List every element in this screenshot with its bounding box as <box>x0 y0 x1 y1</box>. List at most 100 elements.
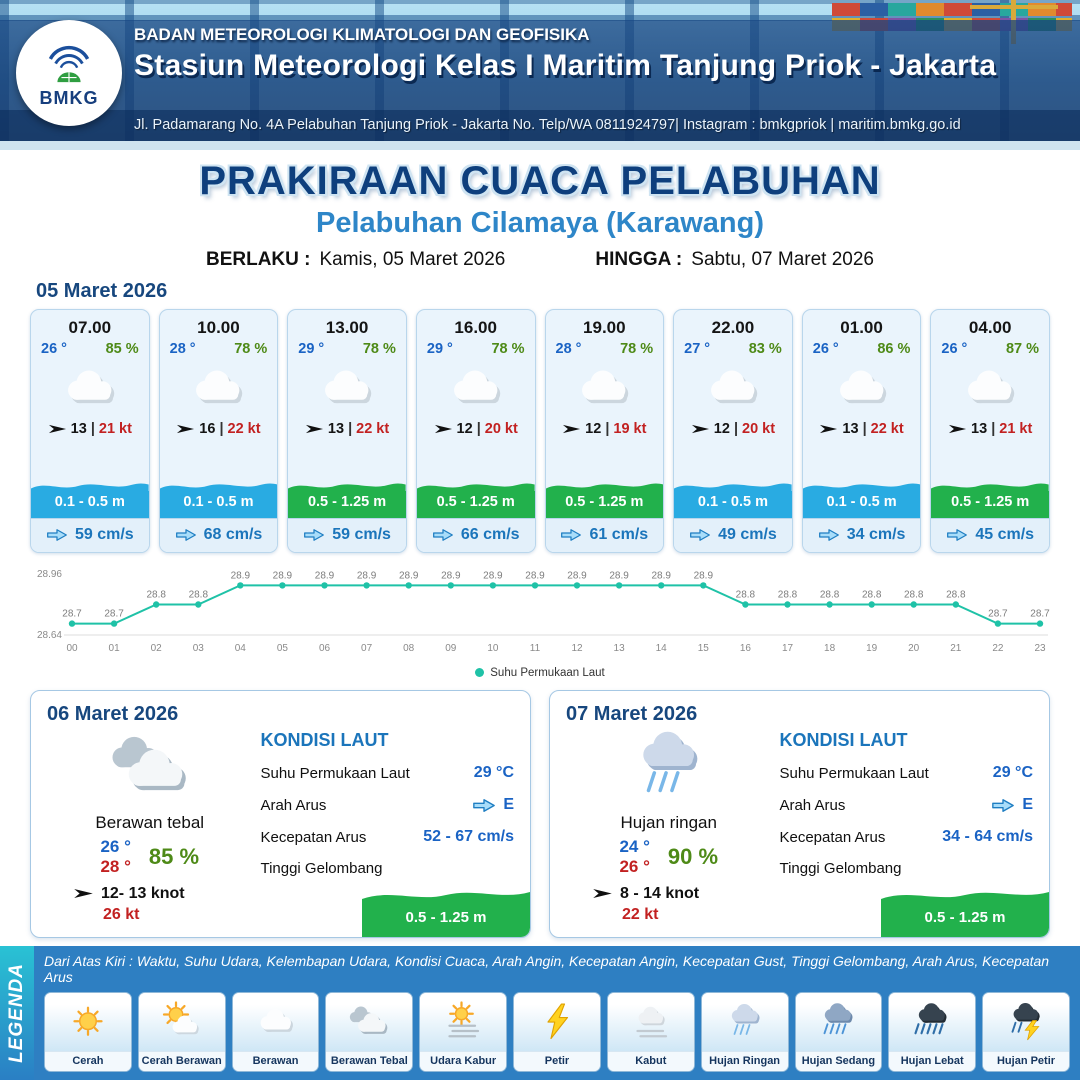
current-direction-icon <box>991 798 1015 813</box>
wave-height-row: Tinggi Gelombang <box>779 860 1033 877</box>
legend-item-label: Udara Kabur <box>420 1051 507 1071</box>
temp-humidity-row: 26 ° 86 % <box>803 341 921 357</box>
wind-info: 13 | 21 kt <box>31 421 149 441</box>
forecast-time: 13.00 <box>325 318 369 337</box>
svg-text:21: 21 <box>950 643 962 654</box>
weather-icon <box>326 993 413 1051</box>
wave-height-fill: 0.5 - 1.25 m <box>362 903 530 937</box>
current-direction-value: E <box>472 796 514 814</box>
current-info: 68 cm/s <box>159 518 278 552</box>
wave-shape <box>881 892 1049 903</box>
current-speed-row: Kecepatan Arus 52 - 67 cm/s <box>260 828 514 846</box>
svg-text:28.7: 28.7 <box>62 609 82 620</box>
wave-height-fill: 0.1 - 0.5 m <box>674 491 792 518</box>
legend-item: Kabut <box>606 992 695 1072</box>
wind-speed: 13 <box>842 421 859 437</box>
svg-text:06: 06 <box>319 643 331 654</box>
svg-text:11: 11 <box>530 643 541 654</box>
wind-direction-icon <box>73 887 94 900</box>
wave-height-fill: 0.5 - 1.25 m <box>545 491 664 518</box>
wave-height-value: 0.5 - 1.25 m <box>924 909 1006 926</box>
divider: | <box>219 421 224 437</box>
current-speed-row: Kecepatan Arus 34 - 64 cm/s <box>779 828 1033 846</box>
sst-label: Suhu Permukaan Laut <box>260 764 410 782</box>
wave-height-band: 0.5 - 1.25 m <box>288 478 406 518</box>
wave-height-fill: 0.1 - 0.5 m <box>159 491 278 518</box>
weather-icon <box>611 726 727 813</box>
hourly-forecast-card: 10.00 28 ° 78 % 16 | 22 kt 0.1 - 0.5 m <box>158 309 279 553</box>
current-direction-icon <box>818 528 840 542</box>
humidity: 78 % <box>362 341 396 357</box>
weather-icon <box>92 726 208 813</box>
svg-text:00: 00 <box>66 643 78 654</box>
svg-text:22: 22 <box>992 643 1004 654</box>
header-banner: BMKG BADAN METEOROLOGI KLIMATOLOGI DAN G… <box>0 0 1080 150</box>
wave-height-fill: 0.5 - 1.25 m <box>416 491 535 518</box>
wind-speed: 12 <box>456 421 473 437</box>
wave-shape <box>362 892 530 903</box>
svg-text:07: 07 <box>361 643 373 654</box>
wind-info: 12 | 19 kt <box>546 421 664 441</box>
forecast-time: 10.00 <box>197 318 240 337</box>
wave-height-fill: 0.1 - 0.5 m <box>802 491 921 518</box>
hourly-forecast-card: 19.00 28 ° 78 % 12 | 19 kt 0.5 - 1.25 m <box>544 309 665 553</box>
hourly-forecast-row: 07.00 26 ° 85 % 13 | 21 kt 0.1 - 0.5 m <box>0 309 1080 553</box>
svg-text:04: 04 <box>235 643 247 654</box>
svg-text:20: 20 <box>908 643 920 654</box>
current-info: 49 cm/s <box>674 518 792 552</box>
chart-legend-label: Suhu Permukaan Laut <box>490 666 605 679</box>
current-direction-icon <box>472 798 496 813</box>
weather-icon <box>288 357 406 421</box>
current-speed-value: 52 - 67 cm/s <box>423 828 514 845</box>
humidity: 78 % <box>491 341 525 357</box>
weather-icon <box>514 993 600 1051</box>
wind-gust: 26 kt <box>103 905 140 923</box>
weather-icon <box>803 357 921 421</box>
humidity: 85 % <box>148 844 200 870</box>
daily-columns: Berawan tebal 26 ° 28 ° 85 % 12- 13 knot… <box>47 726 514 923</box>
sea-conditions-heading: KONDISI LAUT <box>779 730 908 750</box>
forecast-time: 01.00 <box>840 318 883 337</box>
header-text: BADAN METEOROLOGI KLIMATOLOGI DAN GEOFIS… <box>134 25 1070 83</box>
humidity: 86 % <box>877 341 911 357</box>
current-direction-text: E <box>1022 796 1033 813</box>
daily-forecast-row: 06 Maret 2026 Berawan tebal 26 ° 28 ° 85… <box>0 680 1080 938</box>
wind-speed: 13 <box>327 421 345 437</box>
divider: | <box>90 421 95 437</box>
legend-item: Hujan Sedang <box>794 992 883 1072</box>
wind-info: 13 | 22 kt <box>803 421 921 441</box>
temp-min-max: 24 ° 26 ° <box>619 837 649 878</box>
air-temperature: 28 ° <box>169 341 196 357</box>
current-direction-icon <box>689 528 711 542</box>
legend-item-label: Hujan Sedang <box>795 1051 882 1071</box>
forecast-date: 05 Maret 2026 <box>36 280 168 302</box>
terminal-floor <box>0 141 1080 150</box>
wind-gust: 20 kt <box>742 421 776 437</box>
divider: | <box>991 421 996 437</box>
wind-info: 12 | 20 kt <box>417 421 535 441</box>
svg-text:28.9: 28.9 <box>609 570 629 581</box>
divider: | <box>348 421 353 437</box>
legend-item-label: Berawan <box>232 1051 319 1071</box>
wind-direction-icon <box>48 423 67 435</box>
wind-direction-icon <box>562 423 581 435</box>
daily-forecast-card: 06 Maret 2026 Berawan tebal 26 ° 28 ° 85… <box>30 690 531 938</box>
wave-height-label: Tinggi Gelombang <box>260 860 383 877</box>
forecast-time: 04.00 <box>968 318 1012 337</box>
structure-beam <box>0 0 1080 4</box>
current-direction-value: E <box>991 796 1033 814</box>
svg-text:28.9: 28.9 <box>273 570 293 581</box>
weather-icon <box>931 357 1049 421</box>
wind-direction-icon <box>305 423 324 435</box>
wind-speed: 12- 13 knot <box>101 884 185 902</box>
legend-item: Berawan Tebal <box>325 992 414 1072</box>
forecast-time: 07.00 <box>68 318 112 337</box>
weather-icon <box>138 993 225 1051</box>
sst-row: Suhu Permukaan Laut 29 °C <box>779 764 1033 782</box>
weather-icon <box>546 357 664 421</box>
svg-text:28.8: 28.8 <box>904 590 924 601</box>
bmkg-logo-text: BMKG <box>39 87 99 108</box>
valid-to-group: HINGGA : Sabtu, 07 Maret 2026 <box>595 249 874 271</box>
svg-text:13: 13 <box>614 643 626 654</box>
